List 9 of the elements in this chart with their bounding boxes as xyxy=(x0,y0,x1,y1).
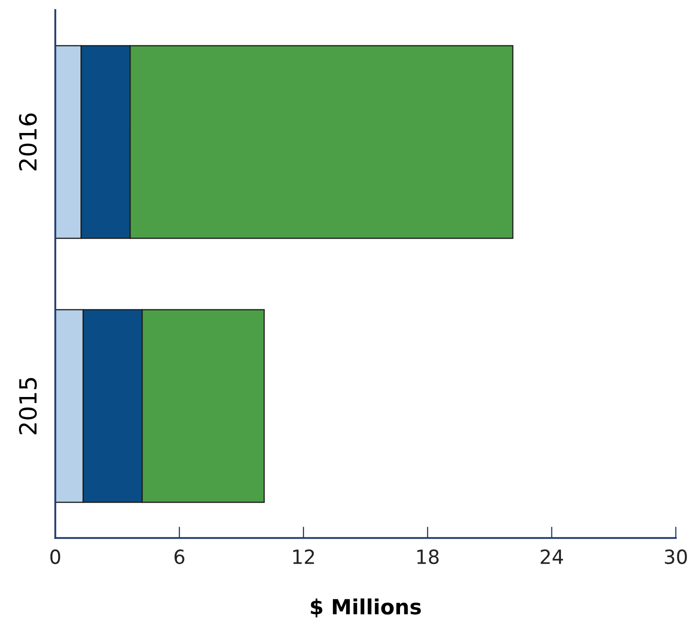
y-tick-label: 2016 xyxy=(18,113,37,170)
x-tick-label: 6 xyxy=(174,549,184,564)
x-tick-label: 12 xyxy=(293,549,314,564)
x-tick-label: 24 xyxy=(540,549,563,564)
x-axis-title: $ Millions xyxy=(310,598,421,618)
y-tick-label: 2015 xyxy=(18,378,37,434)
x-tick-label: 0 xyxy=(50,549,60,564)
x-tick-label: 30 xyxy=(664,549,687,564)
x-tick-label: 18 xyxy=(417,549,439,564)
